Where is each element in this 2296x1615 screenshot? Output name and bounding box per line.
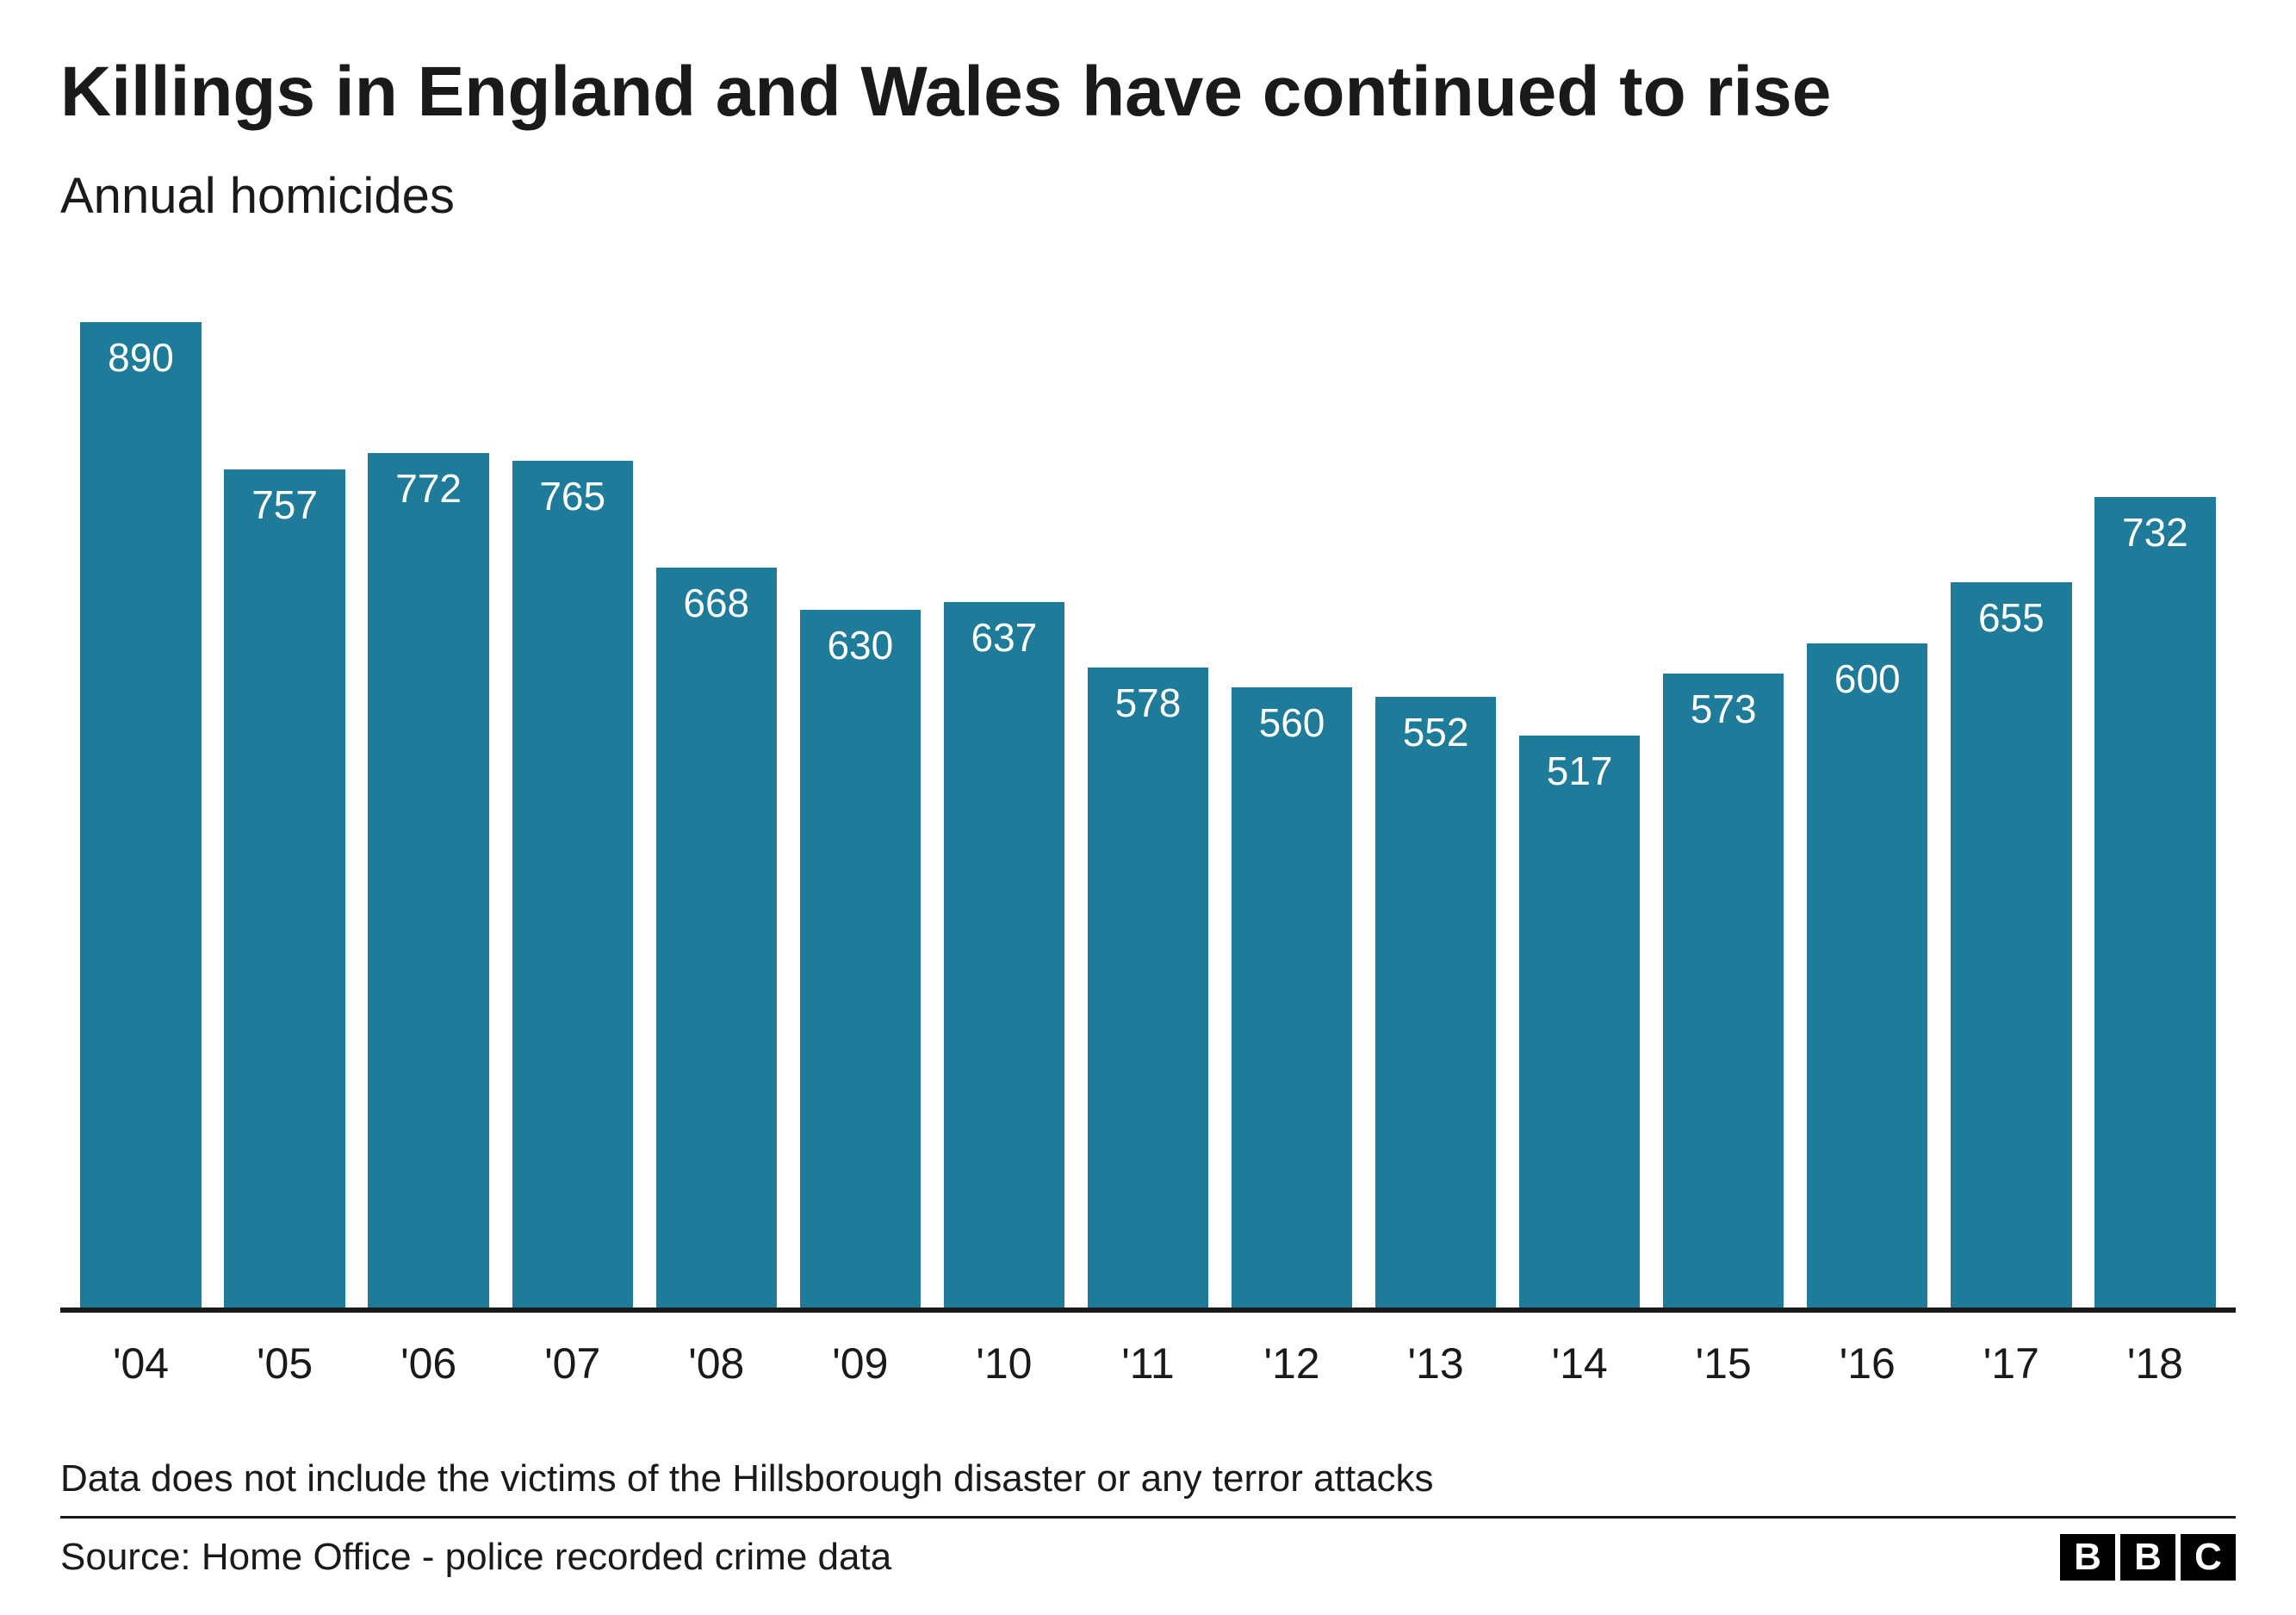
bar: 517	[1519, 736, 1640, 1308]
x-axis-label: '06	[357, 1339, 500, 1388]
bar-slot: 732	[2083, 311, 2227, 1308]
bar-value-label: 668	[683, 580, 749, 626]
chart-container: Killings in England and Wales have conti…	[0, 0, 2296, 1615]
bar-value-label: 732	[2122, 509, 2188, 556]
chart-subtitle: Annual homicides	[60, 167, 2236, 225]
x-axis-label: '11	[1076, 1339, 1219, 1388]
bar: 772	[368, 453, 488, 1308]
bar-value-label: 890	[108, 334, 174, 381]
x-axis-label: '07	[500, 1339, 644, 1388]
bar-value-label: 757	[251, 481, 318, 528]
logo-letter: C	[2181, 1534, 2236, 1581]
source-text: Source: Home Office - police recorded cr…	[60, 1536, 891, 1579]
x-axis-label: '10	[932, 1339, 1076, 1388]
x-axis-label: '14	[1508, 1339, 1652, 1388]
bar-slot: 552	[1364, 311, 1508, 1308]
bar-value-label: 578	[1115, 680, 1182, 726]
x-axis-label: '12	[1220, 1339, 1364, 1388]
x-axis-label: '08	[644, 1339, 788, 1388]
bar-value-label: 560	[1259, 699, 1325, 746]
bar-slot: 765	[500, 311, 644, 1308]
x-axis-label: '16	[1796, 1339, 1939, 1388]
bar-value-label: 517	[1547, 748, 1613, 794]
chart-title: Killings in England and Wales have conti…	[60, 52, 2236, 133]
x-axis-label: '15	[1652, 1339, 1796, 1388]
bar: 765	[512, 461, 633, 1308]
bar-slot: 517	[1508, 311, 1652, 1308]
x-axis-label: '13	[1364, 1339, 1508, 1388]
bar: 637	[944, 602, 1064, 1308]
x-axis: '04'05'06'07'08'09'10'11'12'13'14'15'16'…	[60, 1313, 2236, 1388]
x-axis-label: '09	[788, 1339, 932, 1388]
chart-footnote: Data does not include the victims of the…	[60, 1457, 2236, 1519]
bar: 655	[1951, 582, 2071, 1308]
bar-slot: 668	[644, 311, 788, 1308]
bar: 573	[1663, 674, 1784, 1308]
bar-value-label: 573	[1691, 686, 1757, 732]
bar-value-label: 630	[827, 622, 893, 668]
bar: 578	[1088, 668, 1208, 1308]
bar-slot: 560	[1220, 311, 1364, 1308]
bar-value-label: 772	[395, 465, 462, 512]
bar: 600	[1807, 643, 1927, 1308]
bar: 560	[1232, 687, 1352, 1308]
x-axis-label: '17	[1939, 1339, 2083, 1388]
bar-value-label: 600	[1834, 655, 1901, 702]
bar: 630	[800, 610, 921, 1308]
bar: 732	[2094, 497, 2215, 1308]
bar-slot: 630	[788, 311, 932, 1308]
bar-slot: 600	[1796, 311, 1939, 1308]
bar-slot: 757	[213, 311, 357, 1308]
source-row: Source: Home Office - police recorded cr…	[60, 1519, 2236, 1581]
bar-slot: 655	[1939, 311, 2083, 1308]
bar-value-label: 765	[539, 473, 605, 519]
bar-value-label: 637	[971, 614, 1038, 661]
bar-slot: 637	[932, 311, 1076, 1308]
bar: 552	[1375, 697, 1496, 1308]
bar: 668	[656, 568, 777, 1308]
x-axis-label: '05	[213, 1339, 357, 1388]
x-axis-label: '04	[69, 1339, 213, 1388]
bar-slot: 890	[69, 311, 213, 1308]
bar-slot: 578	[1076, 311, 1219, 1308]
logo-letter: B	[2060, 1534, 2115, 1581]
bar: 890	[80, 322, 201, 1308]
bbc-logo: B B C	[2060, 1534, 2236, 1581]
plot-area: 890 757 772 765 668 630 637 578 560 552 517 573 600 6…	[60, 311, 2236, 1388]
bar-slot: 772	[357, 311, 500, 1308]
bar-slot: 573	[1652, 311, 1796, 1308]
bar: 757	[224, 469, 344, 1308]
x-axis-label: '18	[2083, 1339, 2227, 1388]
logo-letter: B	[2120, 1534, 2175, 1581]
bar-value-label: 655	[1978, 594, 2045, 641]
bar-value-label: 552	[1403, 709, 1469, 755]
bars-row: 890 757 772 765 668 630 637 578 560 552 517 573 600 6…	[60, 311, 2236, 1313]
